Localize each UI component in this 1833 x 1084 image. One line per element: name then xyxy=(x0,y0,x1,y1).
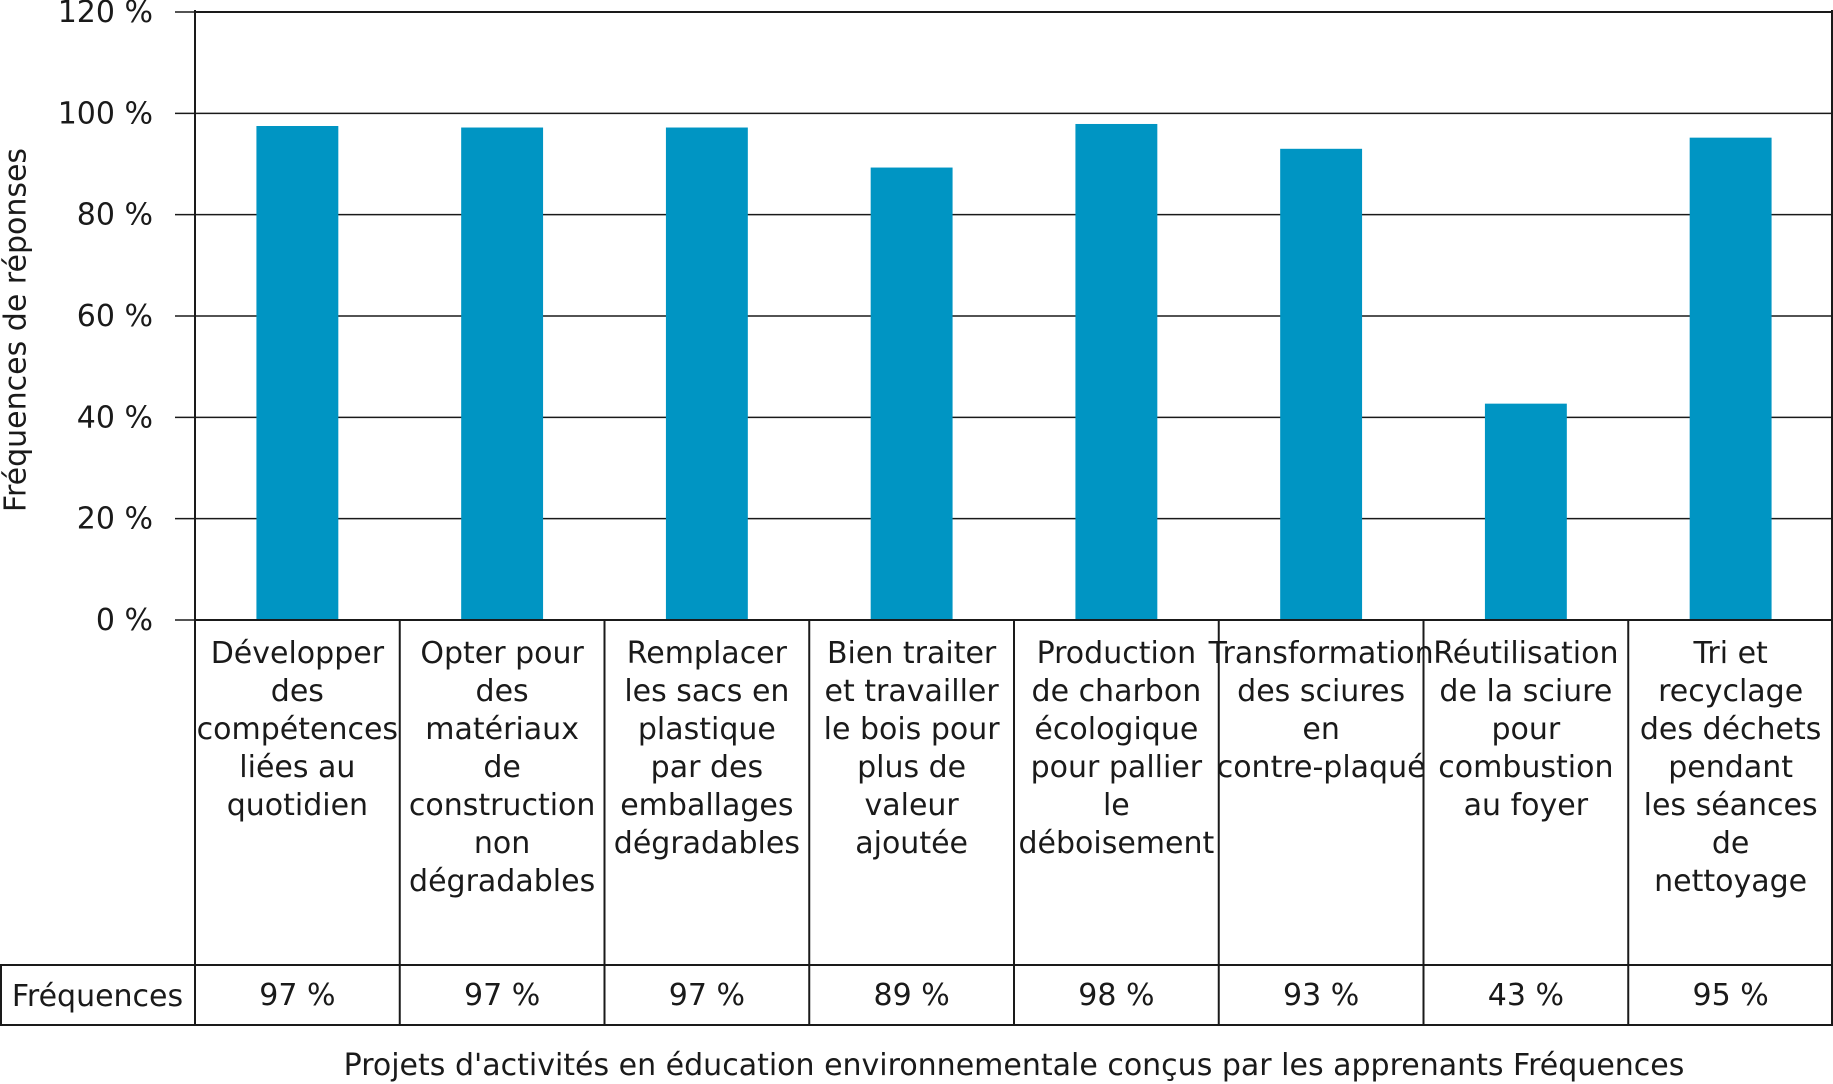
value-label: 97 % xyxy=(259,977,336,1013)
bar xyxy=(1689,137,1772,621)
value-label: 97 % xyxy=(464,977,541,1013)
value-label: 97 % xyxy=(668,977,745,1013)
gridlines xyxy=(175,11,1833,621)
value-label: 89 % xyxy=(873,977,950,1013)
y-tick-label: 60 % xyxy=(77,299,153,334)
bar xyxy=(870,167,953,620)
y-tick-label: 20 % xyxy=(77,502,153,537)
bars xyxy=(256,123,1772,621)
y-tick-label: 80 % xyxy=(77,198,153,233)
value-label: 93 % xyxy=(1283,977,1360,1013)
data-table-lines xyxy=(0,10,1833,1026)
category-label: Tri et recyclage des déchets pendant les séa… xyxy=(1639,636,1822,899)
bar xyxy=(1484,403,1567,620)
y-tick-label: 100 % xyxy=(58,96,153,131)
category-label: Remplacer les sacs en plastique par des emba… xyxy=(613,636,800,861)
bar xyxy=(1280,148,1363,621)
category-label: Réutilisation de la sciure pour combustion a… xyxy=(1433,636,1619,823)
bar xyxy=(665,127,748,621)
table-row-header: Fréquences xyxy=(11,978,184,1014)
bar xyxy=(256,126,339,620)
x-axis-label: Projets d'activités en éducation environ… xyxy=(343,1048,1685,1083)
category-label: Bien traiter et travailler le bois pour plu… xyxy=(823,636,1000,861)
y-tick-label: 0 % xyxy=(96,603,153,638)
y-axis-ticks: 0 % 20 % 40 % 60 % 80 % 100 % 120 % xyxy=(58,0,153,638)
category-label: Opter pour des matériaux de construction non d… xyxy=(408,636,596,899)
y-axis-label: Fréquences de réponses xyxy=(0,147,34,513)
y-tick-label: 120 % xyxy=(58,0,153,30)
value-label: 95 % xyxy=(1692,977,1769,1013)
value-label: 43 % xyxy=(1487,977,1564,1013)
category-label: Production de charbon écologique pour palli… xyxy=(1018,636,1215,861)
y-tick-label: 40 % xyxy=(77,400,153,435)
category-label: Transformation des sciures en contre-plaqué xyxy=(1208,636,1434,785)
category-label: Développer des compétences liées au quotidie… xyxy=(196,636,399,823)
bar xyxy=(1075,123,1158,621)
bar xyxy=(461,127,544,621)
value-label: 98 % xyxy=(1078,977,1155,1013)
